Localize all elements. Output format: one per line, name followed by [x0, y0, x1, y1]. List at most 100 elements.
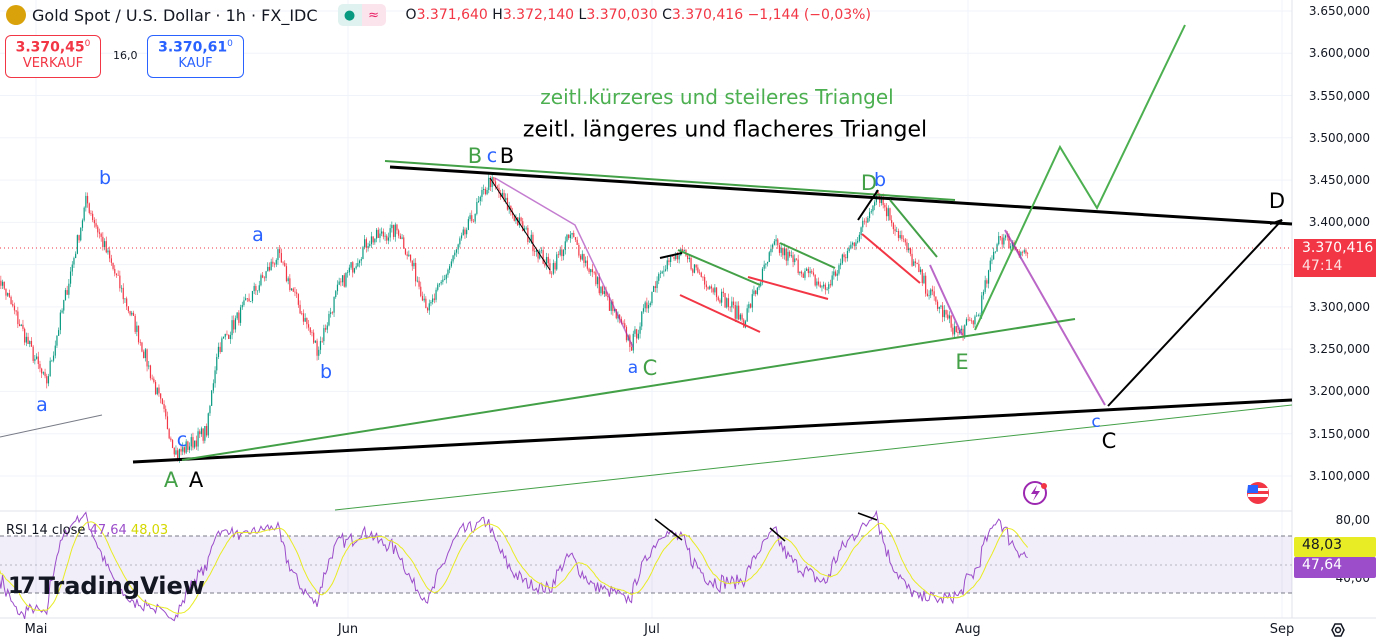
candle-body: [403, 237, 405, 249]
buy-button[interactable]: 3.370,610 KAUF: [147, 35, 244, 78]
candle-body: [763, 264, 765, 269]
candle-body: [892, 223, 894, 230]
lightning-icon[interactable]: [1023, 481, 1047, 505]
candle-body: [498, 187, 500, 194]
candle-body: [285, 266, 288, 282]
candle-body: [1021, 252, 1024, 253]
candle-body: [141, 342, 143, 352]
candle-body: [590, 269, 592, 273]
us-flag-icon[interactable]: [1247, 482, 1269, 504]
sell-button[interactable]: 3.370,450 VERKAUF: [5, 35, 101, 78]
candle-body: [214, 370, 216, 384]
wave-label[interactable]: D: [1268, 189, 1286, 213]
candle-body: [438, 283, 441, 285]
candle-body: [409, 254, 412, 261]
candle-body: [319, 341, 322, 350]
candle-body: [741, 314, 743, 320]
candle-body: [804, 270, 806, 278]
candle-body: [511, 212, 514, 216]
candle-body: [930, 289, 932, 296]
drawings[interactable]: [0, 24, 1293, 542]
candle-body: [520, 217, 522, 222]
wave-label[interactable]: b: [873, 169, 887, 191]
candle-body: [880, 198, 883, 204]
wave-label[interactable]: C: [1101, 429, 1117, 453]
close-value: 3.370,416: [671, 7, 744, 23]
annotation-black-title[interactable]: zeitl. längeres und flacheres Triangel: [522, 117, 928, 143]
wave-label[interactable]: E: [955, 350, 969, 374]
candle-body: [392, 225, 395, 237]
settings-gear-icon[interactable]: [1331, 623, 1345, 637]
wave-label[interactable]: B: [499, 144, 515, 168]
candle-body: [872, 205, 874, 212]
candle-body: [984, 280, 986, 292]
candle-body: [868, 212, 871, 219]
candle-body: [454, 252, 456, 256]
candle-body: [545, 256, 548, 266]
wave-black-2: [857, 189, 879, 221]
candle-body: [926, 293, 928, 296]
tradingview-logo-icon: 17: [8, 573, 36, 599]
wave-label[interactable]: D: [860, 171, 878, 195]
candle-body: [330, 312, 332, 314]
wave-label[interactable]: a: [627, 358, 639, 378]
candle-body: [59, 312, 61, 331]
candle-body: [564, 241, 566, 251]
candle-body: [238, 312, 240, 323]
sell-price: 3.370,45: [15, 39, 85, 56]
wave-label[interactable]: c: [1091, 412, 1101, 432]
candle-body: [418, 280, 420, 287]
candle-body: [170, 438, 172, 441]
candle-body: [69, 271, 72, 284]
ohlc-values: O3.371,640 H3.372,140 L3.370,030 C3.370,…: [406, 7, 871, 23]
tradingview-logo[interactable]: 17 TradingView: [8, 572, 205, 600]
candle-body: [593, 272, 595, 273]
candle-body: [483, 188, 485, 190]
rsi-axis-80: 80,00: [1335, 513, 1370, 527]
wave-label[interactable]: b: [319, 361, 333, 383]
wave-label[interactable]: b: [98, 167, 112, 189]
candle-body: [144, 349, 146, 359]
candle-body: [889, 208, 891, 221]
wave-label[interactable]: c: [176, 429, 188, 451]
symbol-title[interactable]: Gold Spot / U.S. Dollar · 1h · FX_IDC: [32, 5, 318, 25]
candle-body: [289, 278, 291, 291]
annotation-green-title[interactable]: zeitl.kürzeres und steileres Triangel: [540, 85, 894, 109]
candle-body: [736, 305, 738, 319]
wave-label[interactable]: a: [36, 394, 48, 416]
market-open-dot-icon[interactable]: ●: [337, 4, 362, 26]
candle-body: [321, 341, 323, 342]
channel-green-2: [779, 242, 836, 269]
candle-body: [41, 368, 43, 374]
candle-body: [348, 267, 350, 273]
delayed-data-icon[interactable]: ≈: [361, 4, 386, 26]
candle-body: [282, 262, 284, 264]
candle-body: [35, 356, 38, 359]
candle-body: [999, 236, 1002, 238]
wave-label[interactable]: C: [642, 356, 658, 380]
candle-body: [911, 253, 913, 266]
rsi-legend[interactable]: RSI 14 close 47,64 48,03: [6, 523, 168, 538]
candle-body: [921, 269, 923, 284]
wave-label[interactable]: c: [486, 145, 498, 167]
candle-body: [632, 333, 634, 351]
candle-body: [299, 304, 301, 314]
wave-label[interactable]: B: [467, 144, 483, 168]
candle-body: [58, 330, 60, 336]
candle-body: [357, 263, 359, 267]
candle-body: [175, 450, 177, 455]
wave-label[interactable]: a: [252, 224, 264, 246]
candle-body: [228, 334, 230, 339]
candle-body: [807, 268, 809, 274]
status-indicators[interactable]: ● ≈: [337, 4, 386, 26]
wave-label[interactable]: A: [163, 468, 179, 492]
candle-body: [794, 258, 796, 263]
candle-body: [678, 255, 680, 260]
candle-body: [426, 308, 429, 311]
buy-price-sup: 0: [227, 39, 233, 49]
price-axis-label: 3.650,000: [1308, 4, 1370, 18]
candle-body: [870, 211, 872, 213]
candle-body: [112, 262, 114, 269]
wave-label[interactable]: A: [188, 468, 204, 492]
